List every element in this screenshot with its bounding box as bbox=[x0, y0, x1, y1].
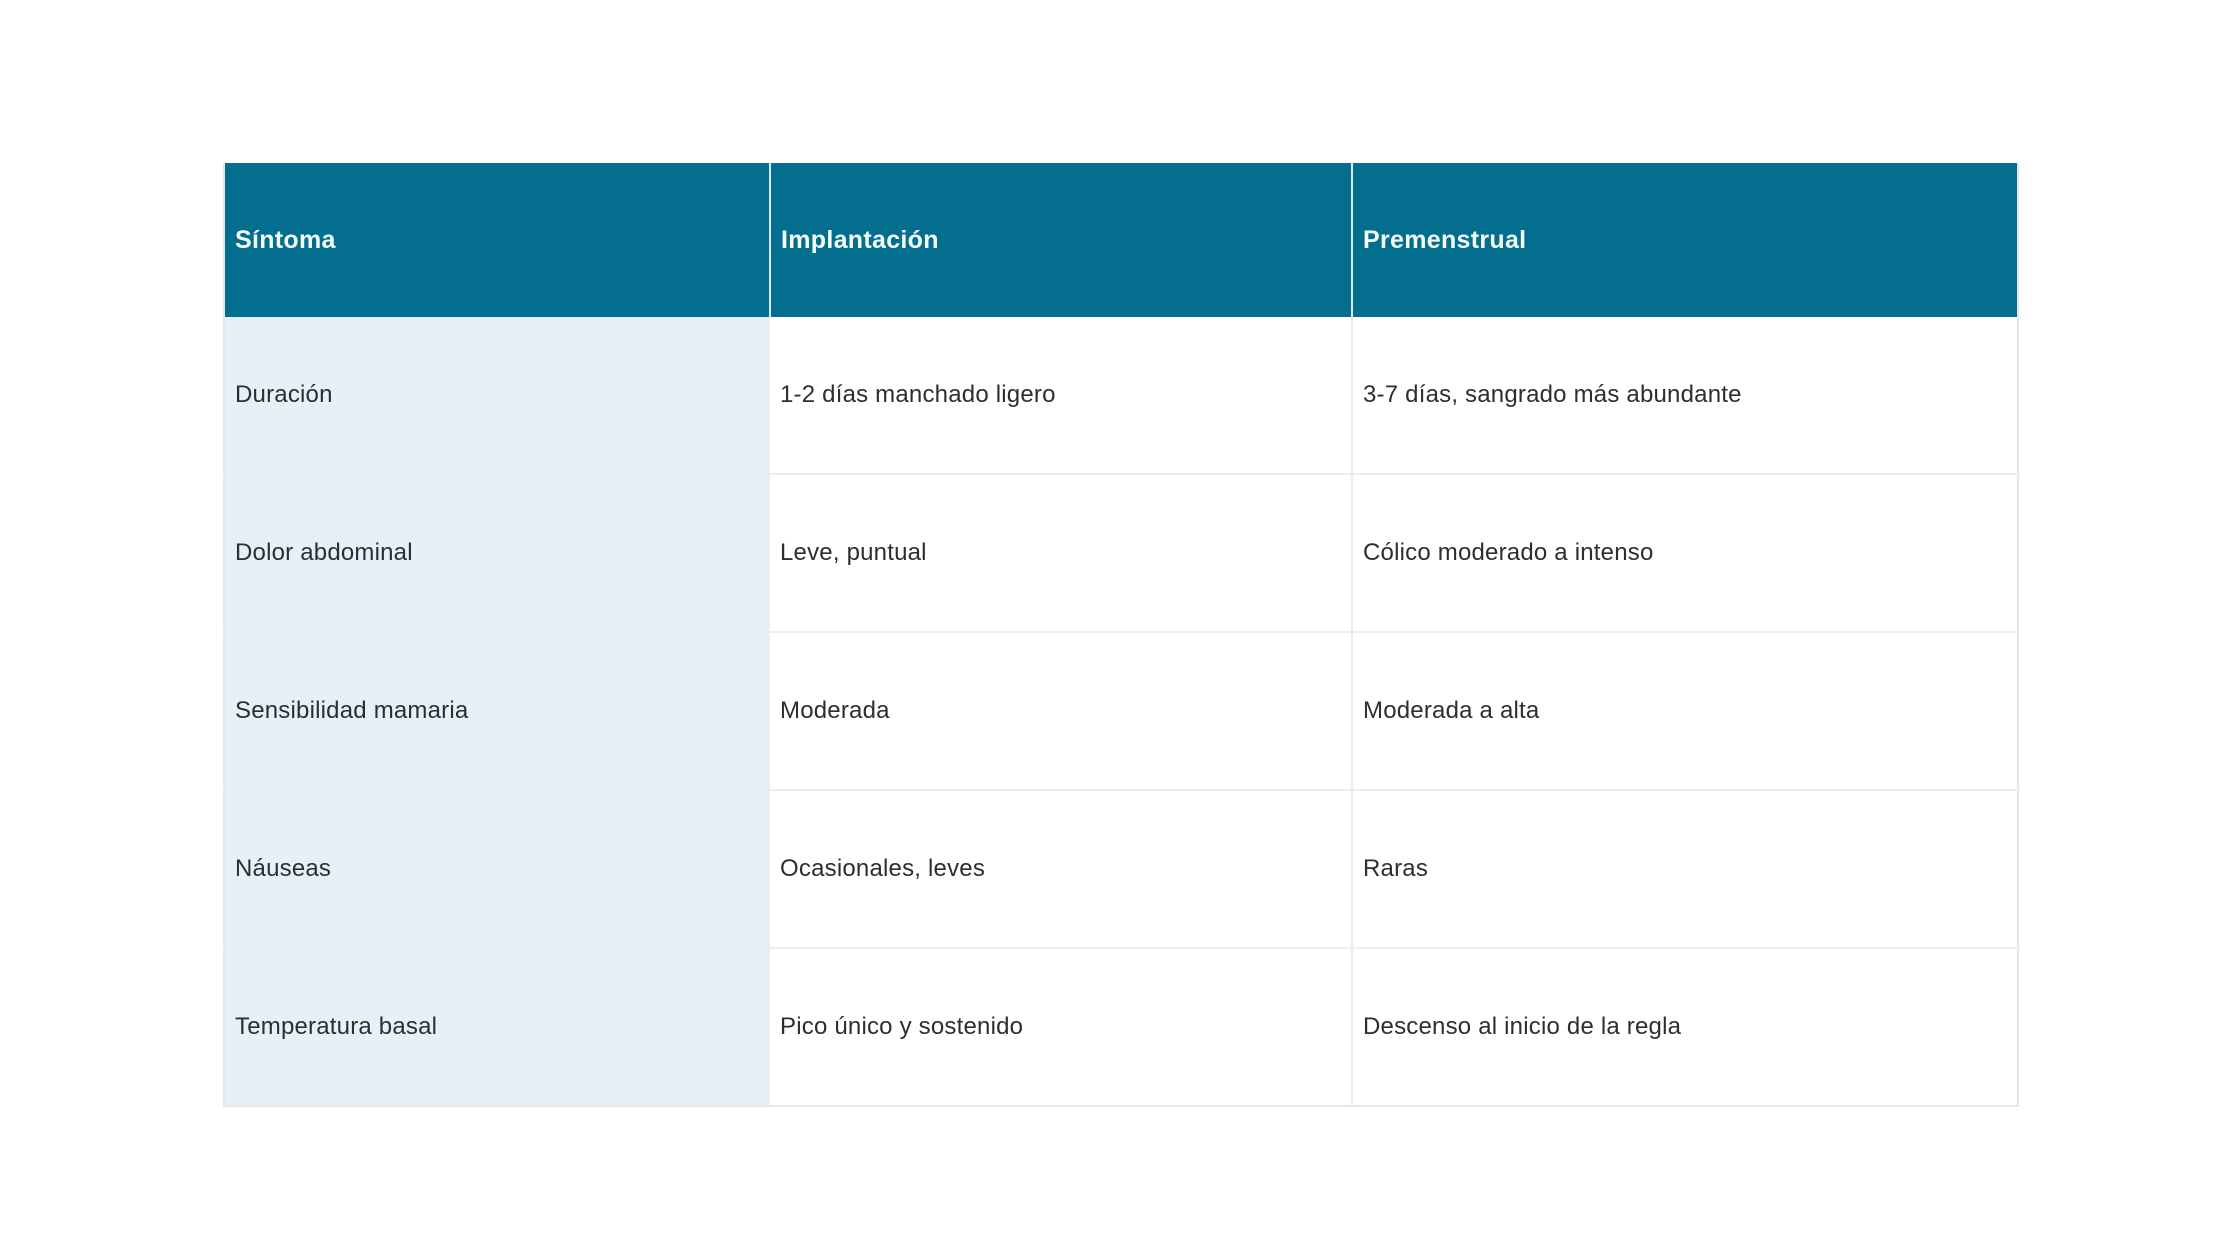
table-row-dolor-abdominal: Dolor abdominal Leve, puntual Cólico mod… bbox=[224, 474, 2018, 633]
cell-premenstrual: Raras bbox=[1351, 790, 2018, 949]
cell-implantation: Pico único y sostenido bbox=[770, 948, 1352, 1107]
cell-symptom: Náuseas bbox=[224, 790, 770, 949]
cell-implantation: Moderada bbox=[770, 632, 1352, 791]
cell-implantation: Ocasionales, leves bbox=[770, 790, 1352, 949]
cell-symptom: Duración bbox=[224, 317, 770, 475]
table-row-duracion: Duración 1-2 días manchado ligero 3-7 dí… bbox=[224, 317, 2018, 475]
cell-implantation: 1-2 días manchado ligero bbox=[770, 317, 1352, 475]
column-header-premenstrual: Premenstrual bbox=[1351, 163, 2018, 317]
column-header-sintoma: Síntoma bbox=[224, 163, 770, 317]
table-row-temperatura-basal: Temperatura basal Pico único y sostenido… bbox=[224, 948, 2018, 1107]
cell-premenstrual: Descenso al inicio de la regla bbox=[1351, 948, 2018, 1107]
cell-implantation: Leve, puntual bbox=[770, 474, 1352, 633]
cell-symptom: Temperatura basal bbox=[224, 948, 770, 1107]
cell-premenstrual: Moderada a alta bbox=[1351, 632, 2018, 791]
cell-premenstrual: 3-7 días, sangrado más abundante bbox=[1351, 317, 2018, 475]
table-row-nauseas: Náuseas Ocasionales, leves Raras bbox=[224, 790, 2018, 949]
cell-premenstrual: Cólico moderado a intenso bbox=[1351, 474, 2018, 633]
column-header-implantacion: Implantación bbox=[769, 163, 1352, 317]
cell-symptom: Sensibilidad mamaria bbox=[224, 632, 770, 791]
cell-symptom: Dolor abdominal bbox=[224, 474, 770, 633]
table-row-sensibilidad-mamaria: Sensibilidad mamaria Moderada Moderada a… bbox=[224, 632, 2018, 791]
symptom-comparison-table: Síntoma Implantación Premenstrual Duraci… bbox=[223, 163, 2019, 1107]
table-header-row: Síntoma Implantación Premenstrual bbox=[224, 163, 2018, 317]
